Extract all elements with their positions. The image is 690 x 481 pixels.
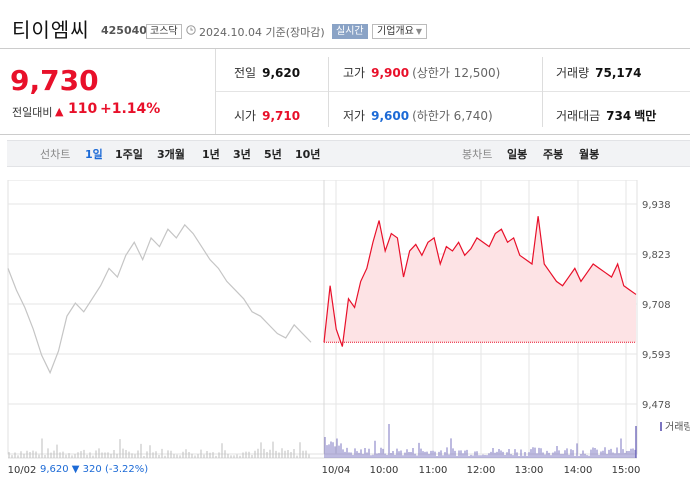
base-date: 2024.10.04 기준(장마감) bbox=[199, 26, 325, 39]
stock-header: 티이엠씨 425040 코스닥 2024.10.04 기준(장마감) 실시간 기… bbox=[0, 0, 690, 48]
lower-limit: (하한가 6,740) bbox=[412, 109, 493, 123]
clock-icon bbox=[186, 25, 196, 35]
market-badge: 코스닥 bbox=[146, 24, 182, 39]
quote-panel: 9,730 전일대비 ▲ 110 +1.14% 전일 9,620 고가 9,900(… bbox=[0, 48, 690, 135]
up-arrow-icon: ▲ bbox=[55, 105, 64, 118]
volume-value: 75,174 bbox=[595, 66, 642, 80]
prev-close-stat: 전일 9,620 bbox=[234, 64, 300, 81]
candle-chart-label: 봉차트 bbox=[462, 148, 493, 161]
prev-day-close: 9,620 ▼ 320 (-3.22%) bbox=[40, 464, 148, 475]
open-stat: 시가 9,710 bbox=[234, 107, 300, 124]
prev-close-value: 9,620 bbox=[262, 66, 301, 80]
tab-1week[interactable]: 1주일 bbox=[115, 148, 143, 161]
line-chart-label: 선차트 bbox=[40, 148, 71, 161]
x-tick-label: 10/04 bbox=[322, 465, 351, 476]
x-tick-label: 15:00 bbox=[612, 465, 641, 476]
quote-stats: 전일 9,620 고가 9,900 (상한가 12,500) 거래량 75,174 시가… bbox=[216, 49, 690, 134]
tab-1day[interactable]: 1일 bbox=[85, 148, 103, 161]
stock-code: 425040 bbox=[101, 24, 147, 37]
tab-3month[interactable]: 3개월 bbox=[157, 148, 185, 161]
current-price: 9,730 bbox=[10, 64, 99, 97]
volume-label: 거래량 bbox=[556, 66, 590, 80]
low-value: 9,600 bbox=[371, 109, 410, 123]
high-stat: 고가 9,900 (상한가 12,500) bbox=[343, 64, 500, 81]
open-label: 시가 bbox=[234, 109, 257, 123]
divider bbox=[216, 91, 690, 92]
price-chart[interactable]: 9,938 9,823 9,708 9,593 9,478 10/02 10/04 10:00… bbox=[0, 179, 690, 481]
high-value: 9,900 bbox=[371, 66, 410, 80]
volume-legend-swatch bbox=[660, 422, 662, 431]
current-price-box: 9,730 전일대비 ▲ 110 +1.14% bbox=[0, 49, 216, 134]
tab-5year[interactable]: 5년 bbox=[264, 148, 282, 161]
trade-value: 734 bbox=[606, 109, 632, 123]
low-label: 저가 bbox=[343, 109, 366, 123]
y-tick-label: 9,938 bbox=[642, 200, 671, 211]
divider bbox=[542, 57, 543, 127]
prev-day-price-line bbox=[7, 223, 312, 375]
y-tick-label: 9,593 bbox=[642, 350, 671, 361]
tab-10year[interactable]: 10년 bbox=[295, 148, 321, 161]
volume-legend: 거래량 bbox=[665, 421, 690, 433]
y-tick-label: 9,708 bbox=[642, 300, 671, 311]
price-change: 110 bbox=[68, 101, 98, 117]
x-tick-label: 14:00 bbox=[564, 465, 593, 476]
chart-period-tabs: 선차트 1일 1주일 3개월 1년 3년 5년 10년 봉차트 일봉 주봉 월봉 bbox=[7, 140, 690, 167]
trade-value-label: 거래대금 bbox=[556, 109, 601, 123]
change-label: 전일대비 bbox=[12, 106, 53, 119]
realtime-button[interactable]: 실시간 bbox=[332, 24, 368, 39]
price-chart-svg[interactable]: 9,938 9,823 9,708 9,593 9,478 10/02 10/04 10:00… bbox=[0, 179, 690, 481]
company-name[interactable]: 티이엠씨 bbox=[12, 18, 90, 42]
chevron-down-icon: ▼ bbox=[415, 27, 422, 36]
today-price-line bbox=[323, 216, 637, 347]
x-tick-label: 11:00 bbox=[419, 465, 448, 476]
trade-value-stat: 거래대금 734 백만 bbox=[556, 107, 656, 124]
open-value: 9,710 bbox=[262, 109, 301, 123]
y-tick-label: 9,823 bbox=[642, 250, 671, 261]
x-tick-label: 13:00 bbox=[515, 465, 544, 476]
x-tick-label: 10/02 bbox=[8, 465, 37, 476]
tab-daily-candle[interactable]: 일봉 bbox=[507, 148, 528, 161]
trade-value-unit: 백만 bbox=[634, 109, 657, 123]
high-label: 고가 bbox=[343, 66, 366, 80]
tab-1year[interactable]: 1년 bbox=[202, 148, 220, 161]
upper-limit: (상한가 12,500) bbox=[412, 66, 501, 80]
divider bbox=[328, 57, 329, 127]
company-overview-dropdown[interactable]: 기업개요 ▼ bbox=[372, 24, 427, 39]
tab-3year[interactable]: 3년 bbox=[233, 148, 251, 161]
low-stat: 저가 9,600 (하한가 6,740) bbox=[343, 107, 493, 124]
volume-stat: 거래량 75,174 bbox=[556, 64, 641, 81]
company-overview-label: 기업개요 bbox=[377, 26, 414, 37]
tab-weekly-candle[interactable]: 주봉 bbox=[543, 148, 564, 161]
price-change-percent: +1.14% bbox=[100, 101, 161, 117]
y-tick-label: 9,478 bbox=[642, 400, 671, 411]
x-tick-label: 10:00 bbox=[370, 465, 399, 476]
prev-close-label: 전일 bbox=[234, 66, 257, 80]
x-tick-label: 12:00 bbox=[467, 465, 496, 476]
chart-frame bbox=[7, 179, 638, 455]
price-area-fill bbox=[324, 216, 636, 347]
tab-monthly-candle[interactable]: 월봉 bbox=[579, 148, 600, 161]
